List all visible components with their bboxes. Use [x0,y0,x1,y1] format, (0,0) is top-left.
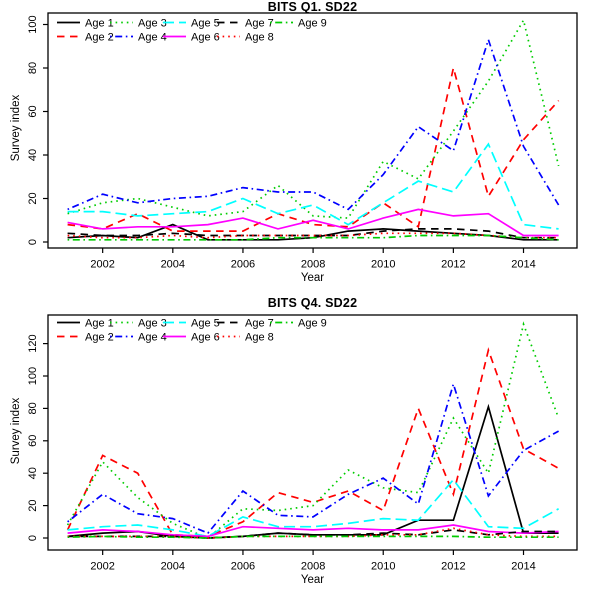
legend-label-age-8: Age 8 [245,332,274,344]
x-tick-label: 2006 [231,259,255,271]
series-line-age-1 [67,403,559,539]
x-tick-label: 2012 [441,561,465,573]
series-line-age-4 [67,381,560,535]
legend-label-age-5: Age 5 [191,18,220,30]
x-tick-label: 2004 [161,259,185,271]
series-line-age-5 [67,142,559,230]
x-tick-label: 2004 [161,561,185,573]
legend-label-age-6: Age 6 [191,332,220,344]
legend-label-age-1: Age 1 [85,18,114,30]
legend-label-age-6: Age 6 [191,32,220,44]
x-tick-label: 2014 [511,259,535,271]
y-tick-label: 80 [27,62,39,74]
legend-label-age-5: Age 5 [191,318,220,330]
y-tick-label: 0 [27,239,39,245]
series-line-age-6 [67,524,559,538]
legend-label-age-1: Age 1 [85,318,114,330]
legend-label-age-9: Age 9 [298,318,327,330]
plot-box [47,12,578,249]
x-tick-label: 2012 [441,259,465,271]
legend-label-age-7: Age 7 [245,318,274,330]
y-tick-label: 60 [27,105,39,117]
series-line-age-4 [67,36,560,211]
chart-q4-xlabel: Year [300,574,325,586]
series-line-age-2 [67,67,560,232]
series-line-age-9 [67,535,559,539]
chart-q4: 2002 2004 2006 2008 2010 2012 2014 0 20 40 60 80 100… [27,314,578,573]
series-line-age-2 [66,347,560,538]
y-tick-label: 40 [27,149,39,161]
series-line-age-5 [67,478,560,538]
x-tick-label: 2006 [231,561,255,573]
y-tick-label: 100 [27,15,39,33]
series-line-age-7 [67,228,559,239]
x-tick-label: 2008 [301,561,325,573]
y-tick-label: 40 [27,467,39,479]
legend-label-age-2: Age 2 [85,32,114,44]
y-tick-label: 0 [27,535,39,541]
y-tick-label: 20 [27,499,39,511]
legend-label-age-9: Age 9 [298,18,327,30]
x-tick-label: 2010 [371,561,395,573]
x-tick-label: 2010 [371,259,395,271]
legend-label-age-7: Age 7 [245,18,274,30]
chart-q1-title: BITS Q1. SD22 [267,0,358,14]
x-tick-label: 2002 [90,561,114,573]
series-line-age-9 [67,234,559,241]
legend-label-age-4: Age 4 [138,332,167,344]
y-tick-label: 80 [27,402,39,414]
chart-q4-title: BITS Q4. SD22 [267,296,358,310]
series-line-age-3 [66,321,560,539]
y-tick-label: 120 [27,334,39,352]
series-line-age-8 [67,527,559,539]
series-line-age-6 [67,208,559,237]
x-tick-label: 2002 [90,259,114,271]
legend-label-age-2: Age 2 [85,332,114,344]
series-line-age-8 [67,232,559,239]
legend-label-age-3: Age 3 [138,18,167,30]
y-tick-label: 60 [27,435,39,447]
y-tick-label: 100 [27,367,39,385]
y-tick-label: 20 [27,192,39,204]
chart-q1-xlabel: Year [300,272,325,284]
x-tick-label: 2008 [301,259,325,271]
chart-q1: 2002 2004 2006 2008 2010 2012 2014 0 20 40 60 80 100… [27,12,578,271]
legend-label-age-4: Age 4 [138,32,167,44]
legend-label-age-3: Age 3 [138,318,167,330]
x-tick-label: 2014 [511,561,535,573]
legend-label-age-8: Age 8 [245,32,274,44]
